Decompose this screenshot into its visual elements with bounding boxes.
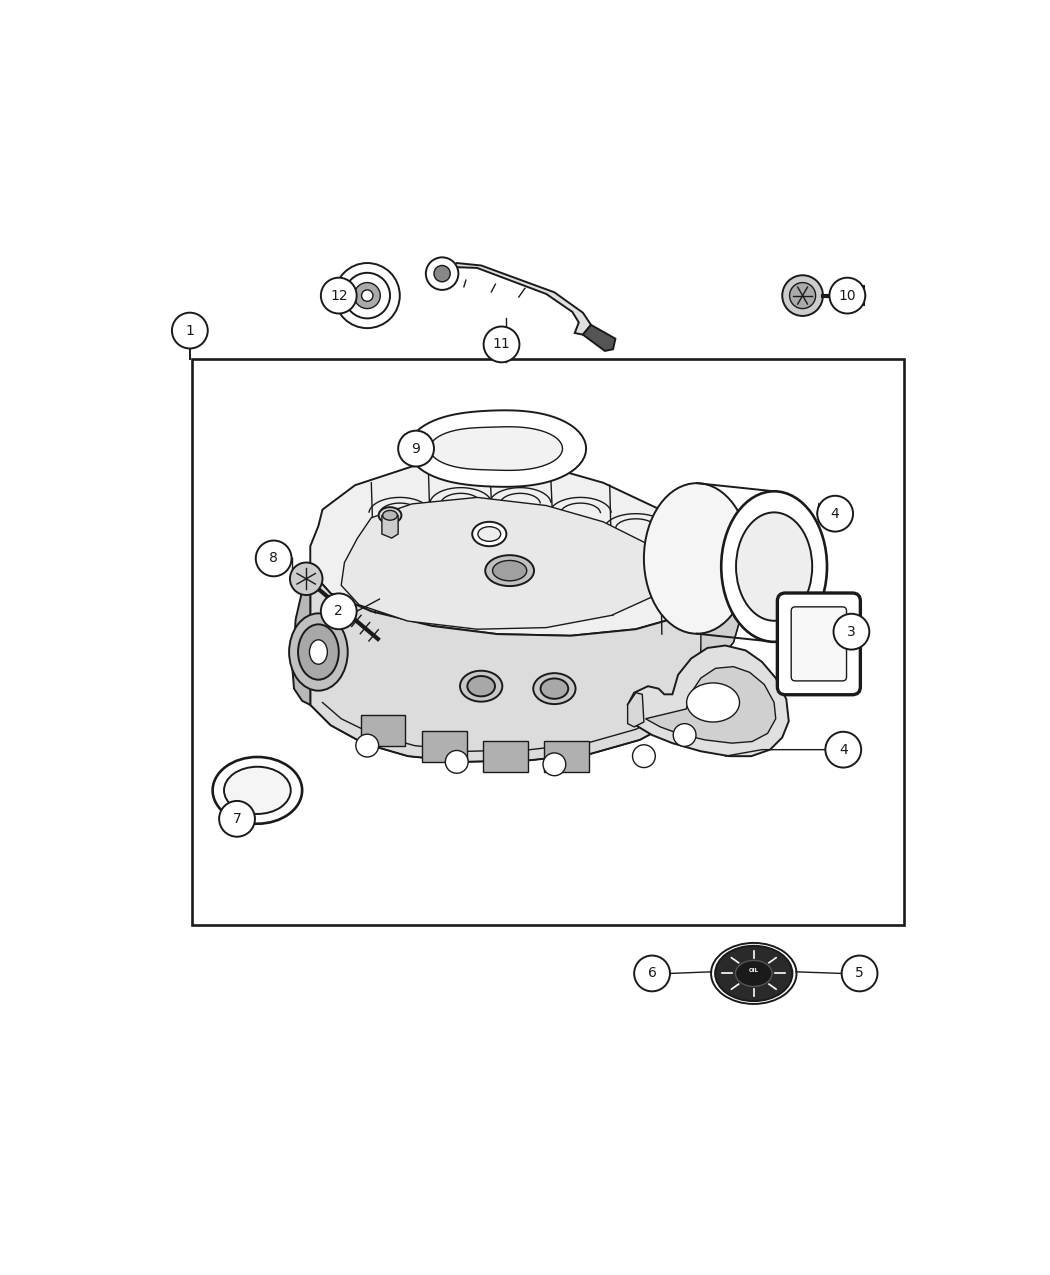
Circle shape	[356, 734, 379, 757]
Ellipse shape	[721, 491, 827, 641]
Text: 1: 1	[186, 324, 194, 338]
Circle shape	[434, 265, 450, 282]
Bar	[361, 715, 405, 746]
Circle shape	[172, 312, 208, 348]
Ellipse shape	[735, 960, 772, 987]
Ellipse shape	[533, 673, 575, 704]
Circle shape	[830, 278, 865, 314]
Text: 11: 11	[492, 338, 510, 352]
Polygon shape	[311, 571, 709, 762]
FancyBboxPatch shape	[792, 607, 846, 681]
Circle shape	[321, 593, 357, 630]
Polygon shape	[583, 325, 615, 351]
Ellipse shape	[212, 757, 302, 824]
Bar	[544, 741, 589, 771]
Polygon shape	[292, 571, 311, 705]
Polygon shape	[628, 645, 789, 756]
Circle shape	[445, 751, 468, 773]
Ellipse shape	[478, 527, 501, 542]
Circle shape	[290, 562, 322, 595]
Circle shape	[673, 724, 696, 746]
Ellipse shape	[460, 671, 502, 701]
Ellipse shape	[485, 555, 534, 586]
Circle shape	[398, 431, 434, 467]
Ellipse shape	[298, 625, 339, 680]
Circle shape	[817, 496, 853, 532]
Bar	[192, 360, 904, 924]
Ellipse shape	[224, 766, 291, 813]
Ellipse shape	[687, 683, 739, 722]
Text: 9: 9	[412, 441, 420, 455]
Text: 10: 10	[839, 288, 856, 302]
Text: 4: 4	[839, 742, 847, 756]
Circle shape	[426, 258, 459, 289]
Circle shape	[256, 541, 292, 576]
Polygon shape	[382, 515, 398, 538]
Circle shape	[484, 326, 520, 362]
Ellipse shape	[310, 640, 328, 664]
Ellipse shape	[379, 507, 401, 524]
Ellipse shape	[289, 613, 348, 691]
Circle shape	[219, 801, 255, 836]
Text: 8: 8	[269, 551, 278, 565]
Circle shape	[634, 955, 670, 992]
Polygon shape	[701, 539, 740, 677]
Text: 4: 4	[831, 506, 840, 520]
Polygon shape	[628, 692, 644, 727]
Circle shape	[782, 275, 823, 316]
Ellipse shape	[736, 513, 813, 621]
Circle shape	[632, 745, 655, 768]
Text: 6: 6	[648, 966, 656, 980]
Ellipse shape	[467, 676, 495, 696]
Text: 3: 3	[847, 625, 856, 639]
Polygon shape	[701, 539, 740, 677]
Ellipse shape	[382, 510, 397, 520]
Text: 7: 7	[233, 812, 242, 826]
Bar	[422, 731, 466, 762]
Circle shape	[842, 955, 878, 992]
Ellipse shape	[541, 678, 568, 699]
Circle shape	[321, 278, 357, 314]
Bar	[483, 741, 527, 771]
Text: 5: 5	[855, 966, 864, 980]
Ellipse shape	[472, 521, 506, 546]
Circle shape	[825, 732, 861, 768]
Text: OIL: OIL	[749, 968, 759, 973]
Ellipse shape	[644, 483, 750, 634]
Polygon shape	[408, 411, 586, 487]
Polygon shape	[341, 497, 665, 630]
Ellipse shape	[492, 561, 527, 581]
Circle shape	[361, 289, 373, 301]
Circle shape	[790, 283, 816, 309]
Polygon shape	[311, 458, 717, 636]
Ellipse shape	[715, 946, 793, 1001]
Circle shape	[543, 754, 566, 775]
Polygon shape	[429, 427, 563, 470]
Circle shape	[354, 283, 380, 309]
Polygon shape	[437, 263, 591, 334]
Text: 2: 2	[334, 604, 343, 618]
Polygon shape	[646, 667, 776, 743]
FancyBboxPatch shape	[777, 593, 860, 695]
Circle shape	[335, 263, 400, 328]
Circle shape	[834, 613, 869, 649]
Text: 12: 12	[330, 288, 348, 302]
